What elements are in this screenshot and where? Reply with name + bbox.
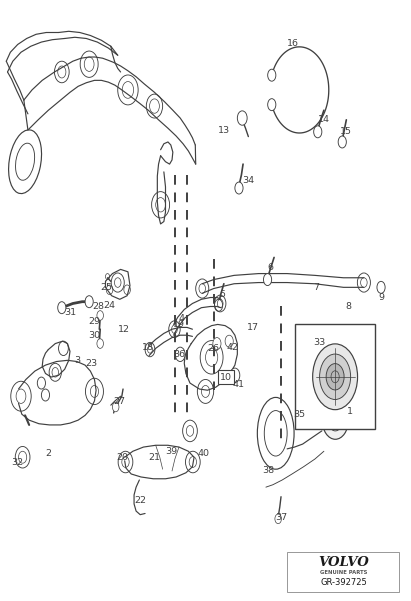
Circle shape [175,347,185,362]
Text: 30: 30 [88,331,101,340]
Circle shape [263,273,272,285]
Text: 27: 27 [114,397,126,406]
Text: 9: 9 [378,293,384,302]
Text: 2: 2 [45,448,51,457]
Text: 25: 25 [101,283,113,292]
Text: 40: 40 [197,448,210,457]
Text: 33: 33 [313,338,325,347]
Text: 10: 10 [220,373,232,382]
Text: 34: 34 [242,176,254,185]
Text: GENUINE PARTS: GENUINE PARTS [320,570,367,575]
Circle shape [235,182,243,194]
Text: 4: 4 [178,314,184,323]
Text: 18: 18 [142,343,155,352]
Text: 29: 29 [88,317,100,326]
Text: 35: 35 [293,410,305,419]
Text: 13: 13 [218,126,230,135]
Circle shape [85,296,93,308]
Circle shape [97,339,104,349]
Circle shape [314,126,322,138]
Text: 20: 20 [116,453,128,462]
Circle shape [237,111,247,125]
Circle shape [354,410,362,423]
Text: 12: 12 [118,325,130,334]
Text: 21: 21 [148,453,160,462]
Text: 8: 8 [345,302,351,311]
Text: 31: 31 [64,308,76,317]
Text: 22: 22 [134,496,146,505]
Circle shape [215,299,223,311]
Text: 39: 39 [165,447,177,456]
Text: 42: 42 [226,343,238,352]
Text: 19: 19 [173,320,185,329]
Circle shape [313,344,358,410]
Circle shape [268,99,276,111]
Text: 26: 26 [208,344,219,353]
Text: 32: 32 [12,457,24,466]
Circle shape [42,389,50,401]
Circle shape [113,402,119,412]
Circle shape [338,136,346,148]
Text: 3: 3 [74,356,80,365]
Text: 38: 38 [263,466,275,475]
Text: 15: 15 [340,127,352,136]
FancyBboxPatch shape [287,552,399,593]
Circle shape [268,69,276,81]
Circle shape [275,514,282,523]
Text: 14: 14 [318,115,330,124]
Text: 41: 41 [232,380,244,389]
Text: 6: 6 [268,263,274,272]
Text: VOLVO: VOLVO [318,556,369,569]
Circle shape [230,368,240,382]
Text: 5: 5 [219,290,225,299]
Text: 16: 16 [287,38,299,47]
Text: 23: 23 [85,359,97,368]
Circle shape [37,377,46,389]
Text: GR-392725: GR-392725 [320,578,367,587]
Text: 17: 17 [247,323,259,332]
Circle shape [322,401,349,439]
Text: 28: 28 [92,302,104,311]
FancyBboxPatch shape [296,325,375,429]
Text: 24: 24 [104,300,115,310]
Circle shape [320,354,351,400]
Circle shape [225,335,233,347]
Text: 36: 36 [173,350,185,359]
Circle shape [97,311,104,320]
Text: 37: 37 [275,513,287,522]
Circle shape [58,302,66,314]
Circle shape [213,338,221,350]
Circle shape [326,364,344,390]
Text: 7: 7 [313,283,319,292]
Text: 1: 1 [347,407,353,416]
